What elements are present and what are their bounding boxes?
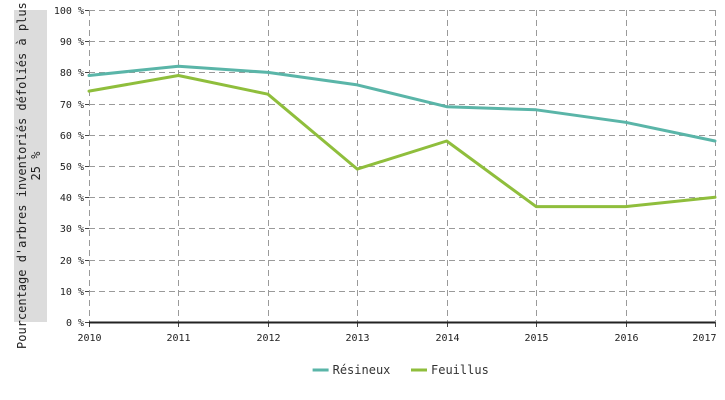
y-tick-label: 90 %: [60, 37, 84, 48]
y-tick-label: 70 %: [60, 100, 84, 111]
legend-label-feuillus: Feuillus: [431, 363, 489, 377]
x-tick-label: 2016: [614, 333, 638, 344]
y-axis-ticks: 0 % 10 % 20 % 30 % 40 % 50 % 60 % 70 % 80 % 90 % 1…: [54, 6, 89, 329]
x-axis-ticks: 2010 2011 2012 2013 2014 2015 2016 2017: [77, 322, 717, 344]
y-axis-label-line-2: 25 %: [29, 151, 43, 181]
y-axis-label-line-1: Pourcentage d'arbres inventoriés défolié…: [15, 0, 29, 349]
x-tick-label: 2010: [77, 333, 101, 344]
series-line-resineux: [87, 64, 717, 143]
y-tick-label: 30 %: [60, 224, 84, 235]
legend-label-resineux: Résineux: [333, 363, 391, 377]
ylabel-background: [14, 10, 47, 322]
y-tick-label: 0 %: [66, 318, 84, 329]
y-tick-label: 100 %: [54, 6, 84, 17]
y-tick-label: 10 %: [60, 287, 84, 298]
x-tick-label: 2012: [256, 333, 280, 344]
y-tick-label: 40 %: [60, 193, 84, 204]
grid: [89, 10, 716, 322]
y-tick-label: 60 %: [60, 131, 84, 142]
x-tick-label: 2013: [345, 333, 369, 344]
legend: Résineux Feuillus: [312, 363, 489, 377]
x-tick-label: 2017: [692, 333, 716, 344]
y-tick-label: 20 %: [60, 256, 84, 267]
x-tick-label: 2011: [166, 333, 190, 344]
series-lines: [87, 64, 717, 209]
y-axis-label: Pourcentage d'arbres inventoriés défolié…: [15, 0, 43, 349]
series-line-feuillus: [87, 74, 717, 209]
y-tick-label: 50 %: [60, 162, 84, 173]
x-tick-label: 2015: [524, 333, 548, 344]
y-tick-label: 80 %: [60, 68, 84, 79]
x-tick-label: 2014: [435, 333, 459, 344]
